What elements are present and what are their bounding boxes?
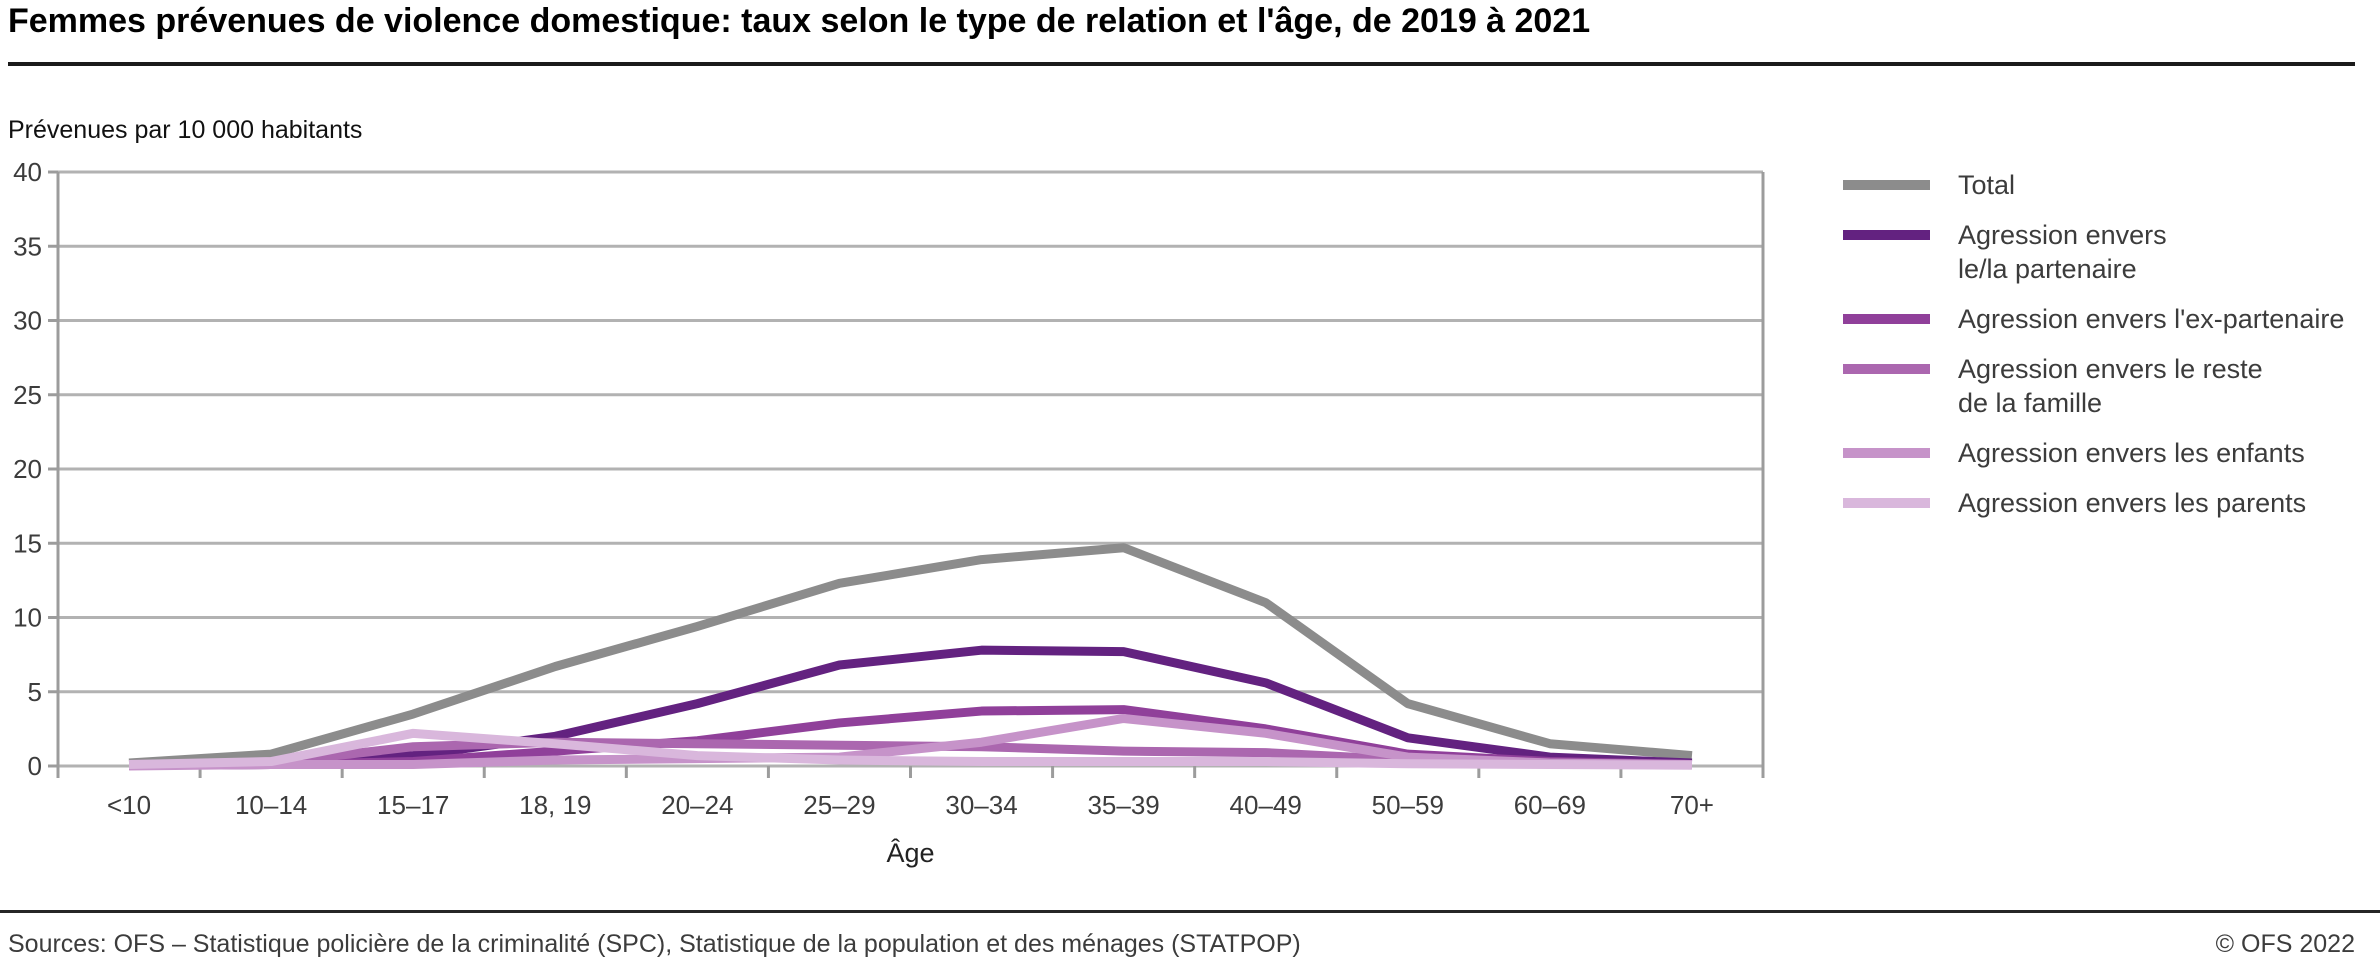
legend-label-line: Agression envers l'ex-partenaire (1958, 304, 2345, 334)
y-tick-label-35: 35 (13, 231, 42, 261)
legend-swatch-icon (1843, 314, 1930, 324)
legend-item-2: Agression envers l'ex-partenaire (1843, 302, 2373, 336)
legend-label: Agression envers les parents (1958, 486, 2306, 520)
x-tick-label-2: 15–17 (377, 790, 449, 820)
legend-label: Agression envers le/la partenaire (1958, 218, 2167, 286)
y-tick-label-30: 30 (13, 306, 42, 336)
legend-label-line: de la famille (1958, 388, 2103, 418)
series-line-5 (128, 728, 1692, 770)
y-tick-label-0: 0 (28, 751, 42, 781)
footer-sources: Sources: OFS – Statistique policière de … (8, 930, 1301, 958)
y-tick-label-25: 25 (13, 380, 42, 410)
footer-divider (0, 910, 2380, 913)
legend-label: Agression envers les enfants (1958, 436, 2305, 470)
legend-item-1: Agression envers le/la partenaire (1843, 218, 2373, 286)
legend-swatch-icon (1843, 364, 1930, 374)
legend-label: Agression envers l'ex-partenaire (1958, 302, 2344, 336)
x-tick-label-7: 35–39 (1087, 790, 1159, 820)
x-tick-label-0: <10 (107, 790, 151, 820)
footer-copyright: © OFS 2022 (2215, 930, 2355, 958)
legend-label-line: Total (1958, 170, 2016, 200)
y-tick-label-5: 5 (28, 677, 42, 707)
y-tick-label-40: 40 (13, 157, 42, 187)
y-tick-label-20: 20 (13, 454, 42, 484)
legend-label: Agression envers le reste de la famille (1958, 352, 2263, 420)
page-title: Femmes prévenues de violence domestique:… (8, 2, 1591, 40)
series-line-1 (129, 645, 1693, 770)
legend-label-line: Agression envers les parents (1958, 488, 2307, 518)
x-tick-label-5: 25–29 (803, 790, 875, 820)
title-divider (8, 62, 2355, 66)
legend-item-3: Agression envers le reste de la famille (1843, 352, 2373, 420)
line-chart: 0 5 10 15 20 25 30 35 40 <10 10–14 15–17 18, 19 20–24… (13, 157, 1765, 868)
y-tick-label-15: 15 (13, 528, 42, 558)
x-tick-label-1: 10–14 (235, 790, 307, 820)
legend-item-5: Agression envers les parents (1843, 486, 2373, 520)
legend-swatch-icon (1843, 180, 1930, 190)
x-tick-label-6: 30–34 (945, 790, 1017, 820)
x-tick-label-9: 50–59 (1372, 790, 1444, 820)
legend-label-line: le/la partenaire (1958, 254, 2137, 284)
x-axis-label: Âge (886, 837, 934, 868)
legend-label-line: Agression envers (1958, 220, 2167, 250)
legend-item-0: Total (1843, 168, 2373, 202)
x-tick-label-11: 70+ (1670, 790, 1714, 820)
y-tick-label-10: 10 (13, 603, 42, 633)
legend-item-4: Agression envers les enfants (1843, 436, 2373, 470)
legend-label-line: Agression envers les enfants (1958, 438, 2305, 468)
x-tick-label-3: 18, 19 (519, 790, 591, 820)
y-axis-title: Prévenues par 10 000 habitants (8, 116, 363, 144)
x-tick-label-8: 40–49 (1230, 790, 1302, 820)
chart-legend: Total Agression envers le/la partenaire Agr… (1843, 168, 2373, 536)
legend-swatch-icon (1843, 448, 1930, 458)
legend-label-line: Agression envers le reste (1958, 354, 2263, 384)
legend-swatch-icon (1843, 230, 1930, 240)
series-line-0 (128, 543, 1693, 768)
x-tick-label-4: 20–24 (661, 790, 733, 820)
legend-label: Total (1958, 168, 2015, 202)
x-tick-label-10: 60–69 (1514, 790, 1586, 820)
series-line-4 (128, 713, 1693, 771)
legend-swatch-icon (1843, 498, 1930, 508)
